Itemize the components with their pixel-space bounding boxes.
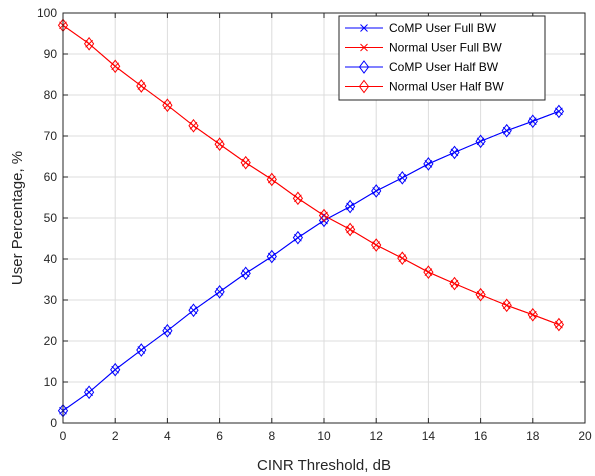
data-point	[501, 298, 512, 313]
data-point	[527, 114, 538, 129]
x-tick-label: 10	[317, 429, 331, 443]
data-point	[344, 222, 356, 237]
legend-item: CoMP User Half BW	[345, 60, 499, 74]
x-tick-label: 0	[60, 429, 67, 443]
data-point	[423, 157, 434, 171]
series-line	[62, 110, 560, 412]
x-tick-label: 8	[268, 429, 275, 443]
data-point	[188, 118, 199, 133]
axis-ticks: 0 2 4 6 8 10 12 14 16 18 20 0 10 20 30 40 50 60 70 80 90 100	[37, 6, 592, 443]
series-line	[62, 24, 560, 326]
x-tick-label: 16	[474, 429, 488, 443]
data-point	[266, 172, 277, 187]
data-point	[162, 98, 173, 113]
series-layer	[57, 18, 565, 418]
series-2	[57, 104, 565, 418]
y-axis-label: User Percentage, %	[9, 151, 26, 285]
x-tick-label: 6	[216, 429, 223, 443]
x-tick-label: 2	[112, 429, 119, 443]
legend: CoMP User Full BW Normal User Full BW CoMP…	[338, 15, 546, 101]
data-point	[240, 155, 251, 170]
data-point	[475, 287, 486, 302]
data-point	[136, 79, 147, 93]
data-point	[214, 284, 225, 299]
data-point	[162, 323, 173, 338]
legend-item: Normal User Full BW	[345, 41, 502, 55]
y-tick-label: 0	[50, 416, 57, 430]
data-point	[136, 343, 147, 357]
data-point	[371, 238, 382, 252]
data-point	[501, 123, 512, 138]
x-tick-label: 4	[164, 429, 171, 443]
y-tick-label: 70	[44, 129, 58, 143]
legend-label: CoMP User Half BW	[389, 60, 499, 74]
data-point	[449, 145, 460, 160]
y-tick-label: 20	[44, 334, 58, 348]
data-point	[553, 104, 565, 119]
legend-label: Normal User Half BW	[389, 80, 504, 94]
y-tick-label: 40	[44, 252, 58, 266]
data-point	[553, 317, 565, 332]
data-point	[292, 191, 304, 206]
legend-item: CoMP User Full BW	[345, 21, 497, 35]
y-tick-label: 100	[37, 6, 57, 20]
x-tick-label: 20	[578, 429, 592, 443]
legend-label: Normal User Full BW	[389, 41, 502, 55]
series-3	[57, 18, 565, 332]
legend-item: Normal User Half BW	[345, 80, 504, 94]
x-tick-label: 12	[370, 429, 384, 443]
data-point	[371, 184, 382, 198]
data-point	[240, 266, 251, 281]
legend-label: CoMP User Full BW	[389, 21, 497, 35]
y-tick-label: 30	[44, 293, 58, 307]
legend-marker	[360, 24, 368, 32]
data-point	[397, 251, 408, 266]
legend-marker	[360, 43, 368, 52]
data-point	[188, 303, 199, 318]
data-point	[214, 137, 225, 152]
data-point	[475, 134, 486, 149]
data-point	[344, 199, 356, 214]
data-point	[423, 265, 434, 279]
y-tick-label: 80	[44, 88, 58, 102]
x-axis-label: CINR Threshold, dB	[257, 457, 391, 474]
data-point	[318, 208, 330, 223]
data-point	[83, 385, 95, 400]
data-point	[527, 307, 538, 322]
data-point	[83, 36, 95, 51]
data-point	[266, 249, 277, 264]
y-tick-label: 50	[44, 211, 58, 225]
x-tick-label: 18	[526, 429, 540, 443]
y-tick-label: 90	[44, 47, 58, 61]
y-tick-label: 10	[44, 375, 58, 389]
legend-marker	[358, 60, 370, 74]
data-point	[110, 59, 121, 74]
data-point	[397, 170, 408, 185]
data-point	[449, 276, 460, 291]
y-tick-label: 60	[44, 170, 58, 184]
legend-box	[338, 15, 546, 101]
data-point	[318, 213, 330, 228]
data-point	[292, 230, 304, 245]
data-point	[110, 362, 121, 377]
legend-marker	[358, 79, 370, 94]
x-tick-label: 14	[422, 429, 436, 443]
